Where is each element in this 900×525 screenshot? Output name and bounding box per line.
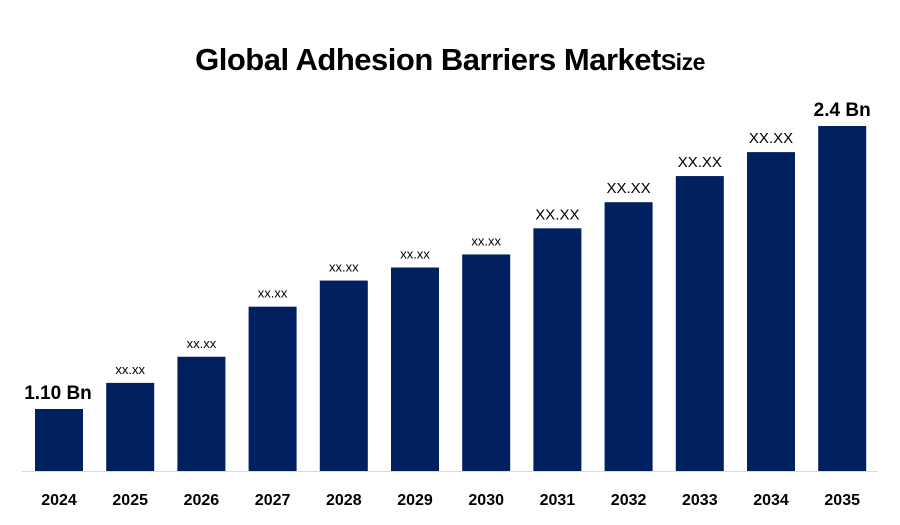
x-tick-label: 2027	[255, 492, 291, 509]
bar-2032	[604, 202, 653, 471]
data-label: xx.xx	[187, 336, 217, 351]
data-label: 1.10 Bn	[24, 383, 92, 404]
bar-2031	[533, 228, 582, 471]
data-label: xx.xx	[258, 286, 288, 301]
bar-2034	[747, 152, 795, 471]
bar-2029	[391, 267, 439, 471]
data-label: xx.xx	[329, 260, 359, 275]
data-label: xx.xx	[471, 233, 501, 248]
data-label: xx.xx	[400, 247, 430, 262]
data-label: XX.XX	[678, 154, 722, 171]
x-tick-label: 2032	[611, 492, 647, 509]
data-label: 2.4 Bn	[814, 100, 871, 121]
bar-2033	[675, 176, 724, 472]
x-tick-label: 2029	[397, 492, 433, 509]
x-tick-label: 2026	[184, 492, 220, 509]
x-tick-label: 2033	[682, 492, 718, 509]
x-tick-label: 2024	[41, 492, 77, 509]
bar-2024	[35, 409, 83, 471]
data-label: XX.XX	[607, 180, 651, 197]
bar-2035	[818, 126, 867, 471]
chart-title: Global Adhesion Barriers MarketSize	[0, 42, 900, 78]
bar-2030	[462, 254, 511, 471]
x-tick-label: 2028	[326, 492, 362, 509]
x-tick-label: 2035	[824, 492, 860, 509]
bar-2027	[248, 306, 297, 471]
chart-title-main: Global Adhesion Barriers Market	[195, 42, 661, 77]
x-tick-label: 2034	[753, 492, 789, 509]
chart-title-suffix: Size	[660, 49, 706, 75]
bar-2028	[319, 280, 368, 471]
bar-2025	[106, 382, 155, 471]
data-label: xx.xx	[115, 362, 145, 377]
x-tick-label: 2025	[112, 492, 148, 509]
data-label: XX.XX	[535, 206, 579, 223]
x-tick-label: 2030	[468, 492, 504, 509]
bar-2026	[177, 356, 226, 471]
x-tick-label: 2031	[540, 492, 576, 509]
data-label: XX.XX	[749, 130, 793, 147]
